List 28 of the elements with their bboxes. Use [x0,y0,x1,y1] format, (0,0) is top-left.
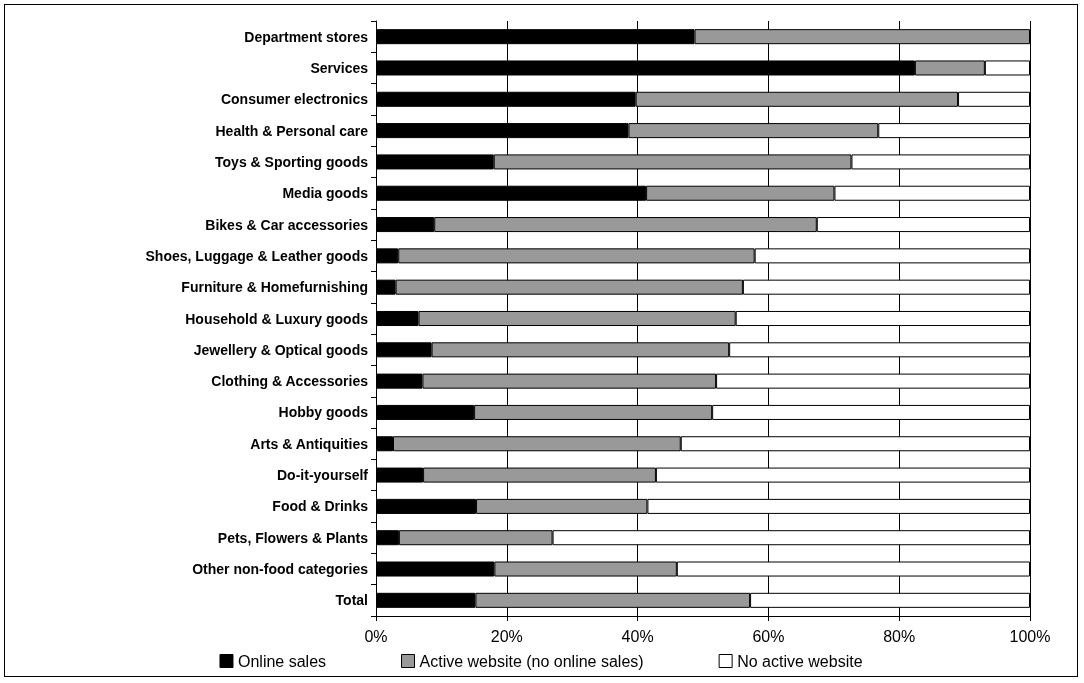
y-tick-label: Media goods [282,185,369,202]
legend-label: No active website [737,652,863,670]
x-tick-label: 100% [1009,627,1051,645]
y-tick-label: Health & Personal care [215,122,369,139]
legend-label: Online sales [237,652,327,670]
x-tick-label: 80% [883,627,916,645]
y-tick-label: Food & Drinks [272,498,369,515]
y-tick-label: Arts & Antiquities [250,435,369,452]
y-tick-label: Shoes, Luggage & Leather goods [145,247,369,264]
y-tick-label: Services [310,59,369,76]
x-tick-label: 0% [364,627,388,645]
x-tick-label: 20% [490,627,523,645]
y-tick-label: Furniture & Homefurnishing [181,279,368,296]
y-tick-label: Jewellery & Optical goods [193,341,369,358]
y-tick-label: Hobby goods [278,404,369,421]
y-tick-label: Pets, Flowers & Plants [217,529,369,546]
legend-label: Active website (no online sales) [419,652,644,670]
x-tick-label: 60% [752,627,785,645]
y-tick-label: Household & Luxury goods [185,310,369,327]
y-tick-label: Consumer electronics [220,91,369,108]
y-tick-label: Other non-food categories [192,561,369,578]
x-tick-label: 40% [621,627,654,645]
y-tick-label: Department stores [244,28,369,45]
y-tick-label: Total [335,592,368,609]
y-tick-label: Do-it-yourself [277,467,369,484]
y-tick-label: Bikes & Car accessories [205,216,369,233]
y-tick-label: Clothing & Accessories [211,373,369,390]
y-tick-label: Toys & Sporting goods [215,153,369,170]
